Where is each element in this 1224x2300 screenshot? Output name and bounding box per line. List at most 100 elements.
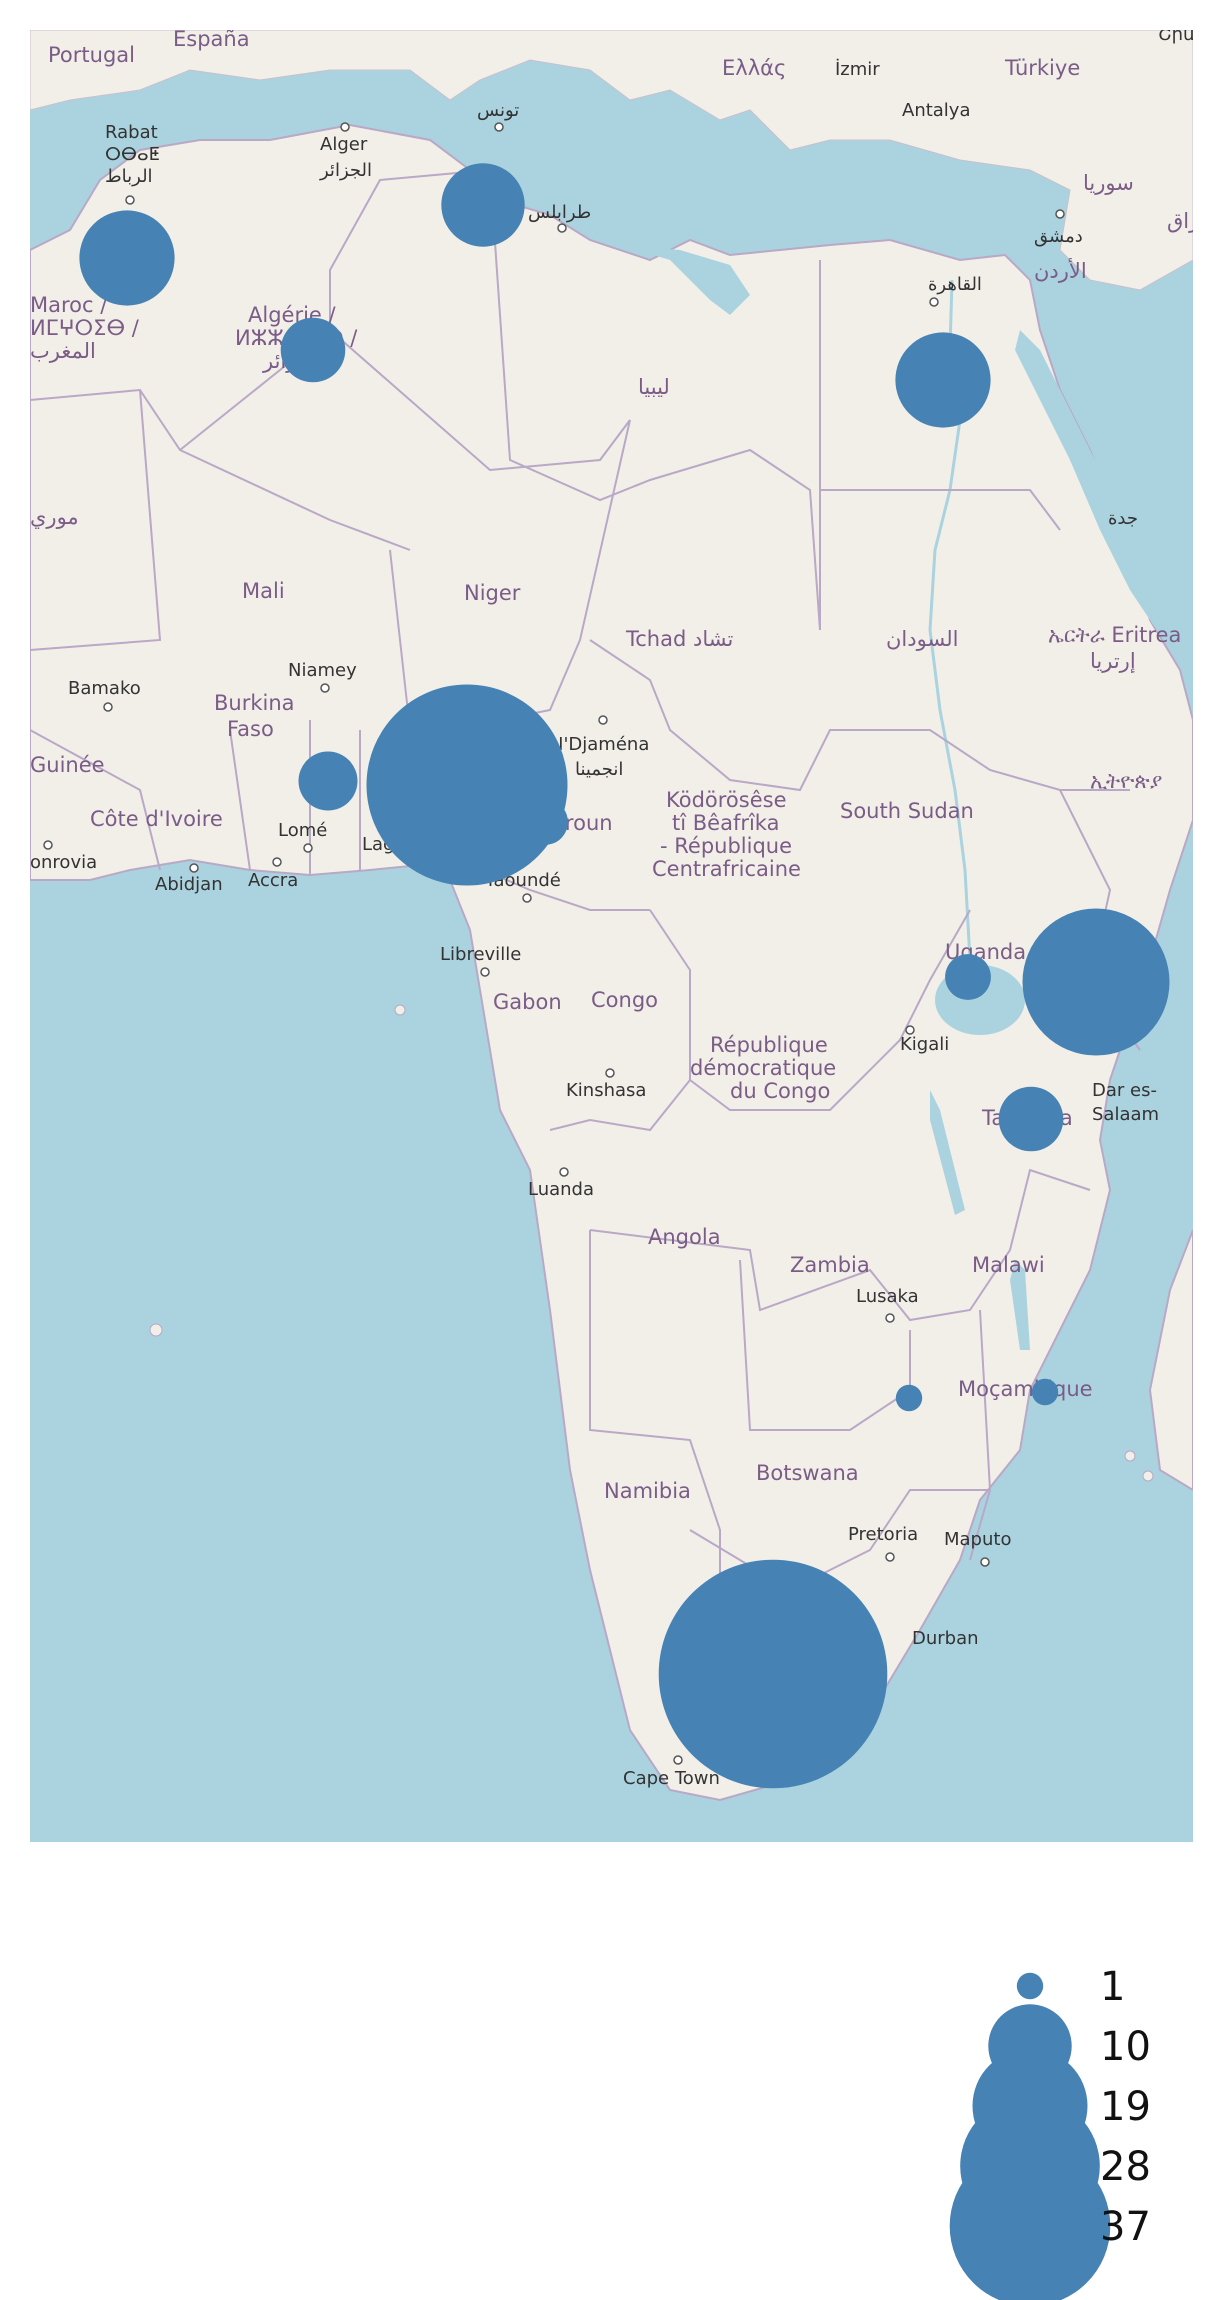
label-sudan: السودان [886, 627, 958, 651]
legend-label-19: 19 [1100, 2084, 1151, 2130]
red-sea [1015, 330, 1180, 650]
bubble-egypt[interactable] [895, 332, 991, 428]
label-rdc-3: du Congo [730, 1079, 830, 1103]
label-pretoria: Pretoria [848, 1524, 918, 1545]
label-malawi: Malawi [972, 1253, 1045, 1277]
label-gabon: Gabon [493, 990, 562, 1014]
label-botswana: Botswana [756, 1461, 859, 1485]
label-jeddah: جدة [1108, 508, 1138, 529]
label-congo: Congo [591, 988, 658, 1012]
label-rabat: Rabat [105, 122, 158, 143]
label-namibia: Namibia [604, 1479, 691, 1503]
legend-svg: 1 10 19 28 37 [949, 1964, 1151, 2300]
label-faso: Faso [227, 717, 274, 741]
label-alger: Alger [320, 134, 368, 155]
label-urdun: الأردن [1034, 258, 1087, 283]
label-accra: Accra [248, 870, 298, 891]
label-turkiye: Türkiye [1004, 56, 1080, 80]
legend-label-10: 10 [1100, 2024, 1151, 2070]
label-maroc: Maroc / [30, 293, 108, 317]
label-cape-town: Cape Town [623, 1768, 720, 1789]
label-iraq: عراق [1167, 209, 1193, 233]
label-maroc-tfng: ⵍⵎⵖⵔⵉⴱ / [30, 316, 140, 340]
gulf-sidra [620, 245, 750, 315]
bubble-kenya[interactable] [1022, 908, 1170, 1056]
label-mocambique: Moçambique [958, 1377, 1093, 1401]
legend-circle-37 [949, 2145, 1111, 2300]
bubble-ghana[interactable] [298, 751, 358, 811]
africa-map[interactable]: Portugal España Ελλάς İzmir Türkiye Anta… [30, 30, 1193, 1842]
label-angola: Angola [648, 1225, 721, 1249]
label-tanzania: Ta [981, 1106, 1004, 1130]
bubble-nigeria[interactable] [366, 684, 568, 886]
label-abidjan: Abidjan [155, 874, 223, 895]
bubbles-layer [79, 163, 1170, 1789]
label-alger-ar: الجزائر [319, 160, 372, 181]
size-legend: 1 10 19 28 37 [880, 1950, 1224, 2300]
label-maroc-ar: المغرب [30, 339, 96, 363]
label-mauritania: موري [30, 505, 79, 529]
label-libreville: Libreville [440, 944, 521, 965]
label-eritrea-ar: إرتريا [1090, 649, 1136, 674]
label-car-4: Centrafricaine [652, 857, 801, 881]
label-lusaka: Lusaka [856, 1286, 919, 1307]
label-ndjamena: N'Djaména [550, 734, 649, 755]
label-hellas: Ελλάς [722, 56, 786, 80]
bubble-uganda[interactable] [945, 954, 991, 1000]
label-bamako: Bamako [68, 678, 141, 699]
label-maputo: Maputo [944, 1529, 1011, 1550]
label-suriya: سوريا [1083, 171, 1134, 195]
label-rdc-2: démocratique [690, 1056, 836, 1080]
label-mali: Mali [242, 579, 285, 603]
city-markers [43, 122, 1065, 1765]
label-lome: Lomé [278, 820, 327, 841]
label-dar-2: Salaam [1092, 1104, 1159, 1125]
label-burkina: Burkina [214, 691, 295, 715]
map-panel[interactable]: Portugal España Ελλάς İzmir Türkiye Anta… [30, 30, 1193, 1842]
label-tarabulus: طرابلس [528, 202, 591, 223]
label-ethiopia: ኢትዮጵያ [1090, 769, 1162, 793]
label-rdc-1: République [710, 1033, 828, 1057]
lake-malawi [1010, 1260, 1030, 1350]
land-europe [30, 30, 1193, 291]
label-tunis: تونس [477, 100, 519, 121]
label-luanda: Luanda [528, 1179, 594, 1200]
bubble-cameroon[interactable] [522, 799, 568, 845]
bubble-algeria[interactable] [280, 317, 346, 383]
bubble-morocco[interactable] [79, 210, 175, 306]
label-cote-divoire: Côte d'Ivoire [90, 807, 223, 831]
label-qahira: القاهرة [928, 274, 982, 295]
label-kinshasa: Kinshasa [566, 1080, 646, 1101]
legend-label-37: 37 [1100, 2204, 1151, 2250]
bubble-tanzania[interactable] [998, 1086, 1064, 1152]
label-tchad: Tchad تشاد [625, 627, 733, 651]
legend-label-28: 28 [1100, 2144, 1151, 2190]
label-eritrea: ኤርትራ Eritrea [1048, 623, 1181, 647]
label-car-3: - République [660, 834, 792, 858]
island-1 [394, 1004, 406, 1016]
label-rabat-ar: الرباط [105, 166, 153, 187]
bubble-tunisia[interactable] [441, 163, 525, 247]
land-africa [30, 123, 1193, 1802]
map-labels: Portugal España Ελλάς İzmir Türkiye Anta… [30, 30, 1193, 1789]
label-rabat-tfng: ⵔⴱⴰⵟ [105, 144, 160, 165]
label-car-2: tî Bêafrîka [672, 811, 779, 835]
label-car-1: Ködörösêse [666, 788, 787, 812]
label-durban: Durban [912, 1628, 979, 1649]
bubble-south-africa[interactable] [658, 1559, 888, 1789]
land-madagascar [1148, 1229, 1193, 1492]
label-portugal: Portugal [48, 43, 135, 67]
island-4 [1142, 1470, 1154, 1482]
label-espana: España [173, 30, 250, 51]
label-dimashq: دمشق [1034, 226, 1083, 247]
bubble-mozambique[interactable] [1031, 1378, 1059, 1406]
label-dar-1: Dar es- [1092, 1080, 1157, 1101]
label-izmir: İzmir [835, 59, 880, 80]
label-zambia: Zambia [790, 1253, 870, 1277]
label-ndjamena-ar: انجمينا [575, 759, 623, 780]
label-niamey: Niamey [288, 660, 357, 681]
island-3 [1124, 1450, 1136, 1462]
bubble-zimbabwe[interactable] [895, 1384, 923, 1412]
label-top-right: Շրև [1158, 30, 1193, 45]
label-guinee: Guinée [30, 753, 105, 777]
